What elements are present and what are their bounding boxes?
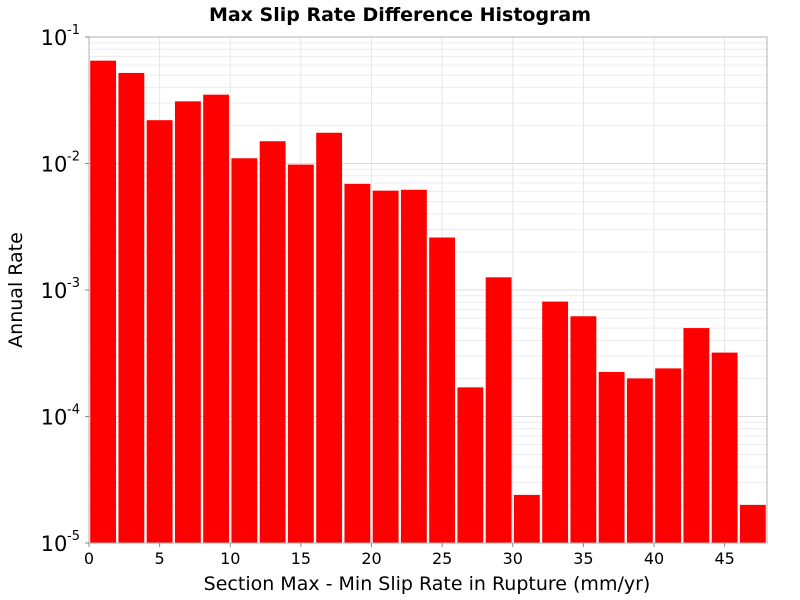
y-tick-exponent: -3 [67,276,80,291]
x-tick-label: 40 [644,549,664,568]
histogram-bar [174,101,201,543]
histogram-bar [90,60,117,543]
y-tick-label: 10 -3 [41,276,80,303]
histogram-bar [711,352,738,543]
y-tick-label: 10 -5 [41,529,80,556]
histogram-bar [146,120,173,543]
histogram-bar [739,504,766,543]
histogram-bar [400,189,427,543]
histogram-bar [598,371,625,543]
y-tick-base: 10 [41,153,68,177]
chart-title: Max Slip Rate Difference Histogram [209,4,591,26]
y-tick-label: 10 -4 [41,403,80,430]
y-tick-exponent: -5 [67,529,80,544]
histogram-bar [683,328,710,543]
x-tick-label: 15 [291,549,311,568]
y-tick-label: 10 -2 [41,150,80,177]
x-tick-label: 25 [432,549,452,568]
x-tick-label: 0 [84,549,94,568]
x-tick-label: 20 [361,549,381,568]
histogram-bar [259,141,286,543]
x-tick-label: 35 [573,549,593,568]
histogram-bar [287,164,314,543]
histogram-bar [626,378,653,543]
histogram-bar [316,132,343,544]
y-axis-ticks: 10-110-210-310-410-5 [41,23,89,556]
y-tick-base: 10 [41,406,68,430]
x-tick-label: 10 [220,549,240,568]
histogram-bar [203,94,230,544]
y-tick-base: 10 [41,26,68,50]
histogram-bar [118,72,145,544]
x-axis-ticks: 0 5 10 15 20 25 30 35 40 45 [84,543,735,568]
x-tick-label: 45 [714,549,734,568]
histogram-bar [485,277,512,543]
histogram-bar [655,368,682,543]
y-axis-label: Annual Rate [5,232,27,348]
y-tick-exponent: -4 [67,403,80,418]
x-tick-label: 30 [503,549,523,568]
y-tick-label: 10 -1 [41,23,80,50]
histogram-bar [457,387,484,543]
histogram-bar [542,301,569,543]
x-tick-label: 5 [155,549,165,568]
y-tick-exponent: -1 [67,23,80,38]
y-tick-exponent: -2 [67,150,80,165]
histogram-bar [344,183,371,543]
histogram-bar [372,190,399,544]
y-tick-base: 10 [41,279,68,303]
histogram-bar [513,494,540,543]
histogram-bar [231,158,258,543]
histogram-bar [429,237,456,544]
x-axis-label: Section Max - Min Slip Rate in Rupture (… [204,573,651,595]
y-tick-base: 10 [41,532,68,556]
bars [90,60,766,544]
histogram-bar [570,316,597,543]
